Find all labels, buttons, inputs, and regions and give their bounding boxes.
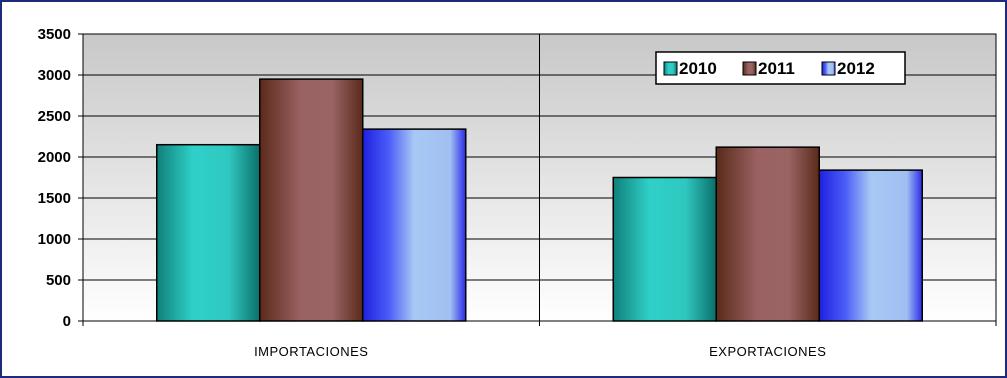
legend-swatch-2010 bbox=[663, 61, 678, 76]
y-tick-label: 1000 bbox=[38, 231, 71, 248]
legend-label-2011: 2011 bbox=[758, 59, 795, 78]
y-tick-label: 2000 bbox=[38, 149, 71, 166]
legend-label-2010: 2010 bbox=[679, 59, 717, 78]
bars bbox=[156, 78, 923, 322]
y-tick-label: 2500 bbox=[38, 108, 71, 125]
bar-2010-exportaciones bbox=[612, 176, 717, 322]
legend-swatch-2012 bbox=[821, 61, 836, 76]
bar-2011-exportaciones bbox=[715, 146, 820, 322]
y-tick-label: 3500 bbox=[38, 26, 71, 43]
bar-2011-importaciones bbox=[259, 78, 364, 322]
x-category-label: IMPORTACIONES bbox=[254, 344, 368, 359]
bar-2012-importaciones bbox=[362, 128, 467, 322]
bar-2010-importaciones bbox=[156, 143, 261, 322]
x-axis: IMPORTACIONES EXPORTACIONES bbox=[82, 321, 997, 359]
legend: 2010 2011 2012 bbox=[655, 51, 906, 85]
y-tick-label: 1500 bbox=[38, 190, 71, 207]
x-category-label: EXPORTACIONES bbox=[709, 344, 826, 359]
legend-swatch-2011 bbox=[742, 61, 757, 76]
y-tick-label: 0 bbox=[63, 313, 71, 330]
y-axis: 0 500 1000 1500 2000 2500 3000 3500 bbox=[38, 26, 83, 330]
y-tick-label: 3000 bbox=[38, 67, 71, 84]
y-tick-label: 500 bbox=[46, 272, 71, 289]
legend-label-2012: 2012 bbox=[837, 59, 875, 78]
bar-2012-exportaciones bbox=[818, 169, 923, 322]
legend-box bbox=[655, 51, 906, 85]
